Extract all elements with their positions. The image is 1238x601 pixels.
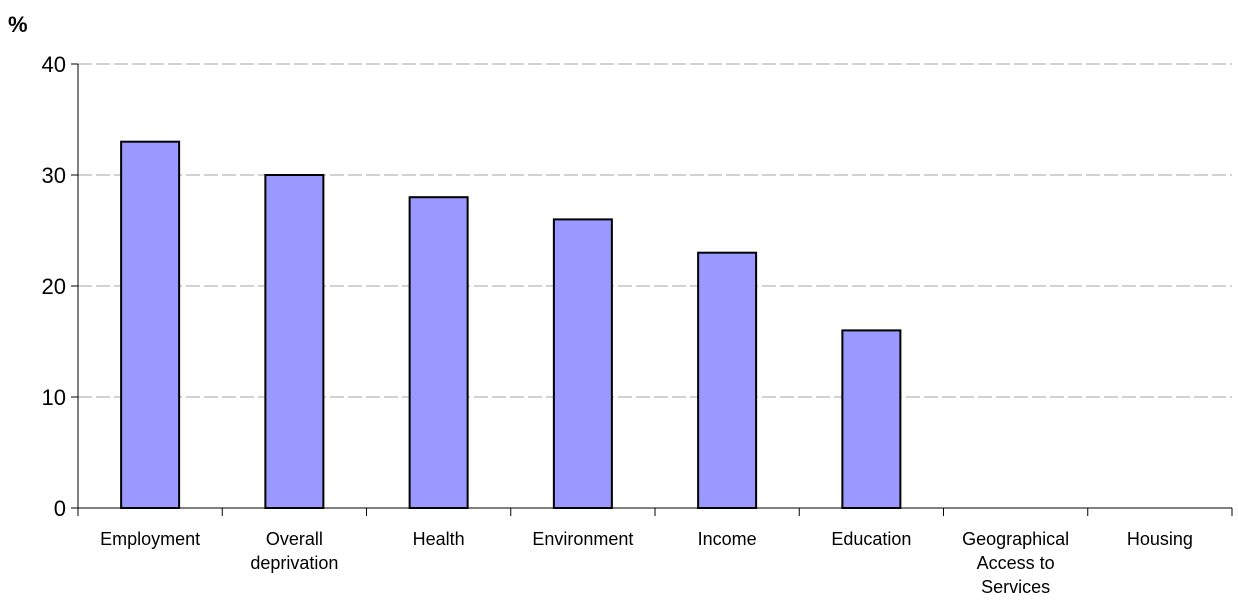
x-category-label: Environment xyxy=(532,529,633,549)
x-category-label: Geographical Access to Services xyxy=(962,529,1069,597)
bar xyxy=(697,251,758,509)
bars xyxy=(120,140,902,509)
x-category-label: Employment xyxy=(100,529,200,549)
x-category-label-line: Overall xyxy=(266,529,323,549)
x-category-label-line: Employment xyxy=(100,529,200,549)
bar xyxy=(408,196,469,509)
y-tick-label: 30 xyxy=(42,163,66,188)
bar xyxy=(841,329,902,509)
x-category-label-line: Services xyxy=(981,577,1050,597)
y-axis-ticks: 0 10 20 30 40 xyxy=(42,52,78,521)
x-category-label-line: Access to xyxy=(977,553,1055,573)
x-category-label: Income xyxy=(698,529,757,549)
axes xyxy=(77,64,1233,516)
x-category-label: Health xyxy=(413,529,465,549)
x-category-label: Overall deprivation xyxy=(250,529,338,573)
x-axis-labels: Employment Overall deprivation Health Enviro… xyxy=(100,529,1193,597)
y-tick-label: 10 xyxy=(42,385,66,410)
x-category-label-line: Income xyxy=(698,529,757,549)
x-category-label-line: Education xyxy=(831,529,911,549)
x-category-label-line: Health xyxy=(413,529,465,549)
x-category-label-line: deprivation xyxy=(250,553,338,573)
x-category-label-line: Housing xyxy=(1127,529,1193,549)
bar xyxy=(264,174,325,509)
x-category-label-line: Environment xyxy=(532,529,633,549)
x-category-label: Housing xyxy=(1127,529,1193,549)
bar xyxy=(120,140,181,509)
y-tick-label: 20 xyxy=(42,274,66,299)
y-tick-label: 0 xyxy=(54,496,66,521)
y-axis-unit-label: % xyxy=(8,12,28,37)
y-tick-label: 40 xyxy=(42,52,66,77)
x-category-label: Education xyxy=(831,529,911,549)
x-category-label-line: Geographical xyxy=(962,529,1069,549)
bar xyxy=(552,218,613,509)
gridlines xyxy=(78,63,1232,398)
